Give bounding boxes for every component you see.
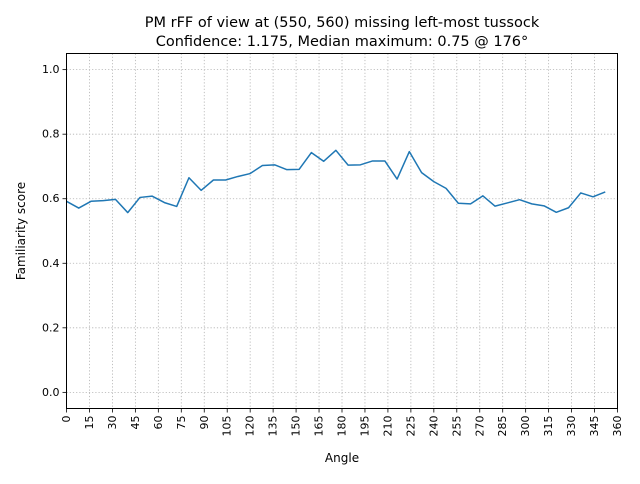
x-tick-label: 165 (313, 416, 326, 437)
y-tick-label: 0.6 (42, 192, 60, 205)
y-tick-label: 0.2 (42, 321, 60, 334)
x-tick-label: 30 (106, 416, 119, 430)
x-tick-label: 345 (588, 416, 601, 437)
chart-subtitle: Confidence: 1.175, Median maximum: 0.75 … (156, 34, 529, 50)
x-tick-label: 15 (83, 416, 96, 430)
x-tick-label: 300 (519, 416, 532, 437)
y-axis: 0.0 0.2 0.4 0.6 0.8 1.0 (42, 63, 67, 399)
x-tick-label: 0 (60, 416, 73, 423)
x-tick-label: 75 (175, 416, 188, 430)
chart-title: PM rFF of view at (550, 560) missing lef… (145, 15, 540, 31)
x-tick-label: 60 (152, 416, 165, 430)
series-line (66, 149, 606, 214)
x-tick-label: 255 (450, 416, 463, 437)
x-tick-label: 195 (358, 416, 371, 437)
x-tick-label: 105 (221, 416, 234, 437)
x-axis: 0 15 30 45 60 75 90 105 120 135 150 165 180 195 210 225… (60, 408, 624, 437)
y-tick-label: 1.0 (42, 63, 60, 76)
x-tick-label: 210 (381, 416, 394, 437)
x-tick-label: 150 (290, 416, 303, 437)
x-tick-label: 315 (542, 416, 555, 437)
series-layer (66, 149, 606, 214)
x-tick-label: 180 (336, 416, 349, 437)
y-tick-label: 0.0 (42, 386, 60, 399)
y-axis-label: Familiarity score (14, 182, 28, 280)
x-tick-label: 90 (198, 416, 211, 430)
x-tick-label: 285 (496, 416, 509, 437)
x-tick-label: 135 (267, 416, 280, 437)
x-axis-label: Angle (325, 451, 359, 465)
y-tick-label: 0.4 (42, 257, 60, 270)
x-tick-label: 225 (404, 416, 417, 437)
x-tick-label: 45 (129, 416, 142, 430)
x-tick-label: 330 (565, 416, 578, 437)
y-tick-label: 0.8 (42, 128, 60, 141)
x-tick-label: 270 (473, 416, 486, 437)
x-tick-label: 240 (427, 416, 440, 437)
x-tick-label: 120 (244, 416, 257, 437)
grid (66, 53, 618, 409)
x-tick-label: 360 (611, 416, 624, 437)
